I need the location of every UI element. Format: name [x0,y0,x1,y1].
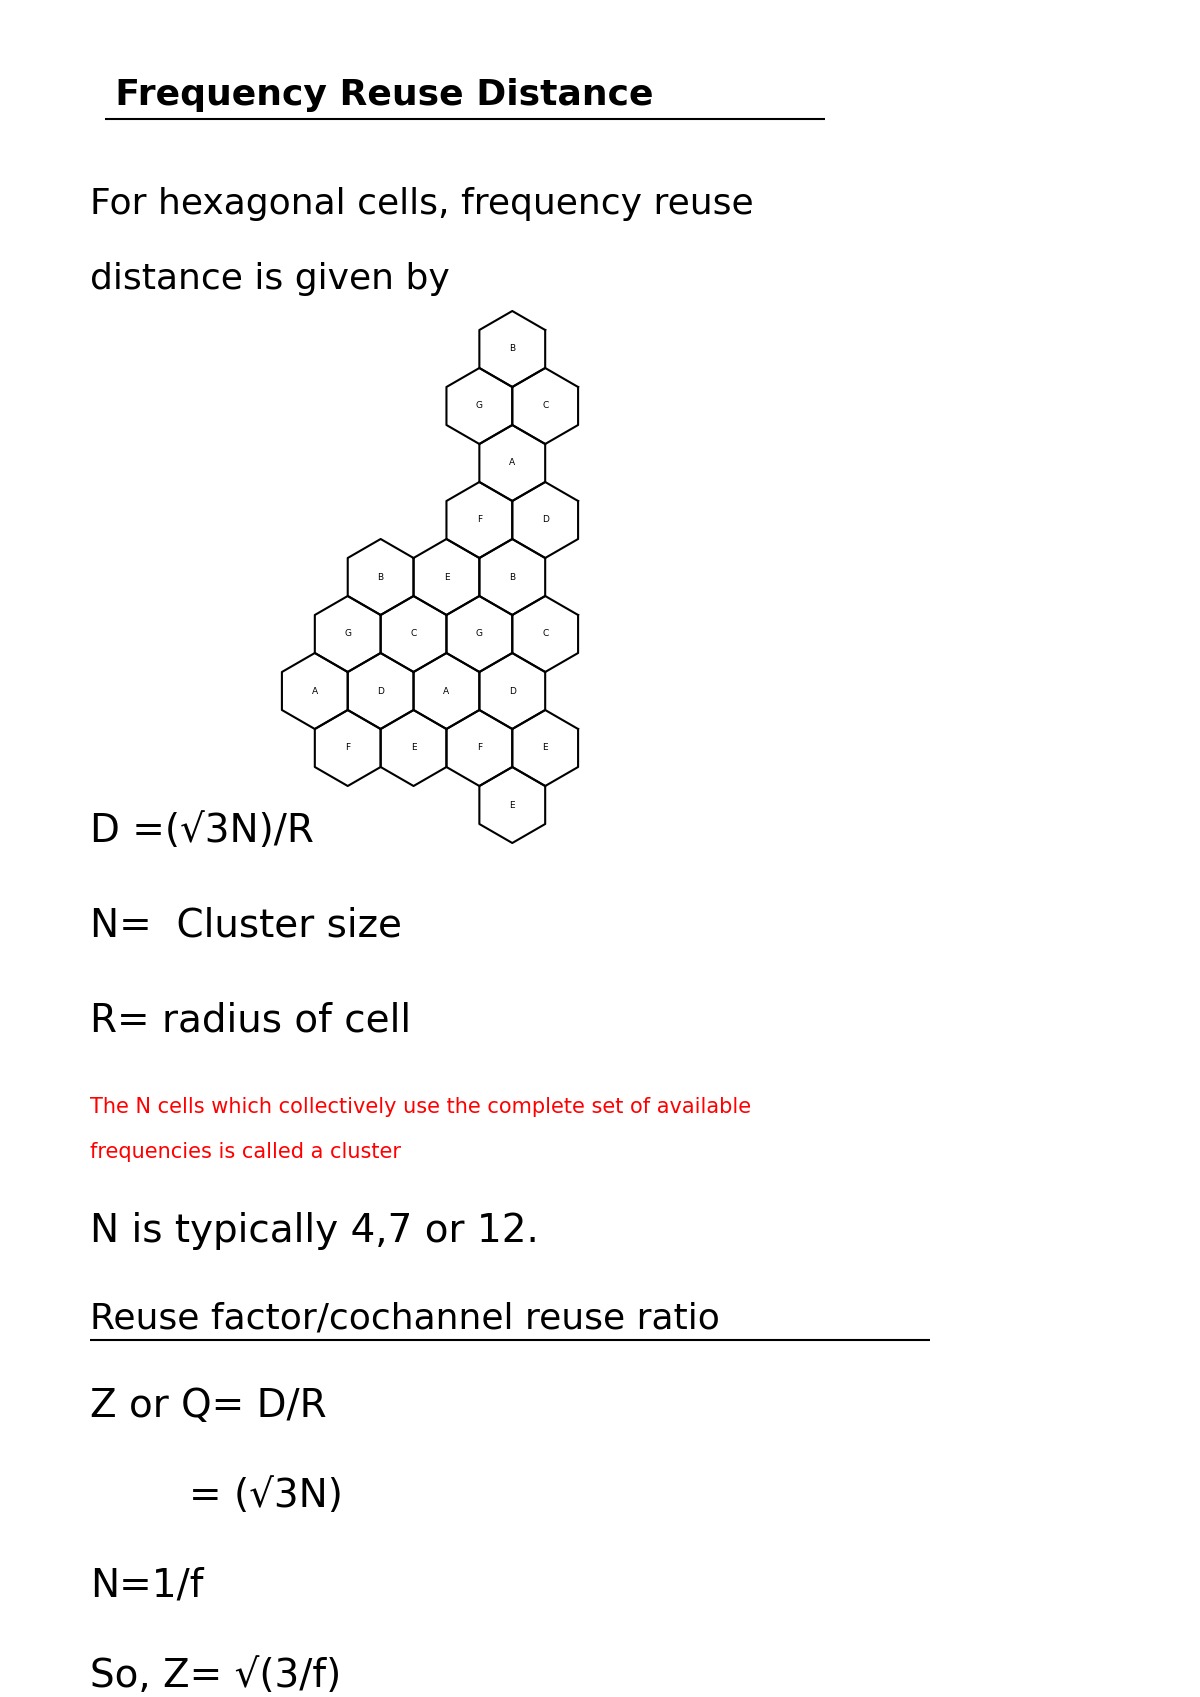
Text: C: C [410,630,416,638]
Text: N=1/f: N=1/f [90,1566,204,1605]
Text: For hexagonal cells, frequency reuse: For hexagonal cells, frequency reuse [90,187,754,221]
Text: distance is given by: distance is given by [90,261,450,295]
Text: Z or Q= D/R: Z or Q= D/R [90,1386,326,1425]
Polygon shape [314,596,380,672]
Polygon shape [446,596,512,672]
Polygon shape [479,767,545,843]
Polygon shape [380,596,446,672]
Polygon shape [512,596,578,672]
Polygon shape [479,540,545,614]
Text: F: F [476,516,482,524]
Text: = (√3N): = (√3N) [90,1476,343,1515]
Polygon shape [380,709,446,786]
Text: Reuse factor/cochannel reuse ratio: Reuse factor/cochannel reuse ratio [90,1302,720,1336]
Polygon shape [314,709,380,786]
Polygon shape [512,368,578,445]
Polygon shape [446,709,512,786]
Polygon shape [512,482,578,558]
Text: E: E [444,572,449,582]
Polygon shape [414,540,479,614]
Text: frequencies is called a cluster: frequencies is called a cluster [90,1142,401,1162]
Text: D =(√3N)/R: D =(√3N)/R [90,811,314,850]
Text: The N cells which collectively use the complete set of available: The N cells which collectively use the c… [90,1096,751,1117]
Text: F: F [476,743,482,752]
Polygon shape [446,482,512,558]
Text: N=  Cluster size: N= Cluster size [90,906,402,945]
Text: B: B [509,344,515,353]
Text: B: B [509,572,515,582]
Polygon shape [414,653,479,730]
Text: E: E [410,743,416,752]
Polygon shape [512,709,578,786]
Text: A: A [509,458,515,467]
Polygon shape [348,653,414,730]
Text: Frequency Reuse Distance: Frequency Reuse Distance [90,78,654,112]
Text: C: C [542,630,548,638]
Text: R= radius of cell: R= radius of cell [90,1001,412,1040]
Text: C: C [542,402,548,411]
Text: G: G [344,630,352,638]
Polygon shape [479,653,545,730]
Text: G: G [476,402,482,411]
Text: N is typically 4,7 or 12.: N is typically 4,7 or 12. [90,1212,539,1251]
Polygon shape [446,368,512,445]
Text: B: B [378,572,384,582]
Text: E: E [542,743,548,752]
Polygon shape [479,311,545,387]
Text: E: E [510,801,515,809]
Text: So, Z= √(3/f): So, Z= √(3/f) [90,1656,341,1695]
Text: D: D [541,516,548,524]
Polygon shape [282,653,348,730]
Text: D: D [509,687,516,696]
Text: A: A [443,687,450,696]
Polygon shape [348,540,414,614]
Text: F: F [346,743,350,752]
Polygon shape [479,424,545,501]
Text: A: A [312,687,318,696]
Text: G: G [476,630,482,638]
Text: D: D [377,687,384,696]
